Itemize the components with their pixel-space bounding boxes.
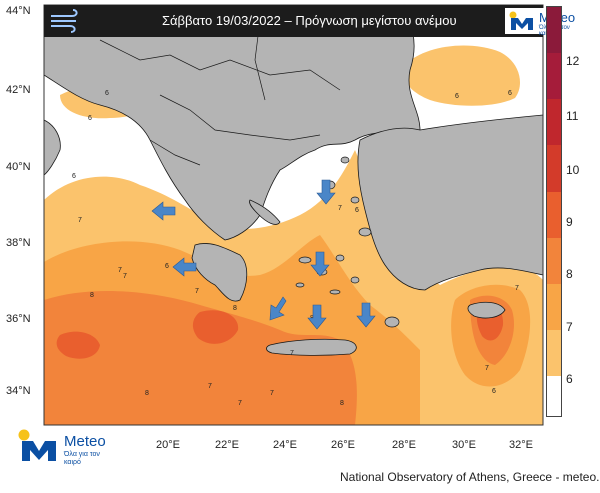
wind-scale-colorbar — [546, 6, 562, 417]
colorbar-label: 6 — [566, 372, 573, 386]
land-peloponnese — [191, 243, 248, 302]
wind-field-level-8 — [44, 290, 357, 425]
meteo-logo: Meteo Όλα για τον καιρό — [505, 8, 585, 37]
contour-label: 7 — [270, 390, 274, 397]
page-title: Σάββατο 19/03/2022 – Πρόγνωση μεγίστου α… — [162, 13, 457, 28]
logo-text: Meteo — [64, 433, 106, 450]
wind-arrow-icon — [316, 179, 336, 205]
wind-arrow-icon — [269, 296, 287, 321]
contour-label: 7 — [338, 205, 342, 212]
contour-label: 7 — [208, 383, 212, 390]
wind-arrow-icon — [356, 302, 376, 328]
colorbar-segment — [547, 283, 561, 330]
wind-field-black-sea — [403, 45, 520, 106]
lon-label: 28°E — [392, 439, 416, 451]
lon-label: 32°E — [509, 439, 533, 451]
lon-label: 20°E — [156, 439, 180, 451]
colorbar-label: 9 — [566, 215, 573, 229]
contour-label: 7 — [290, 350, 294, 357]
meteo-footer-logo: Meteo Όλα για τον καιρό — [18, 429, 128, 469]
lon-label: 24°E — [273, 439, 297, 451]
colorbar-segment — [547, 191, 561, 238]
colorbar-label: 11 — [566, 109, 579, 123]
contour-label: 6 — [355, 207, 359, 214]
colorbar-segment — [547, 237, 561, 284]
wind-arrow-icon — [310, 251, 330, 277]
contour-label: 7 — [78, 217, 82, 224]
contour-label: 6 — [455, 93, 459, 100]
colorbar-segment — [547, 7, 561, 54]
contour-label: 8 — [340, 400, 344, 407]
contour-label: 7 — [118, 267, 122, 274]
contour-label: 6 — [88, 115, 92, 122]
lon-label: 30°E — [452, 439, 476, 451]
land-turkey — [357, 114, 543, 291]
contour-label: 7 — [485, 365, 489, 372]
contour-label: 7 — [195, 288, 199, 295]
contour-label: 8 — [145, 390, 149, 397]
wind-field-level-9-west — [56, 331, 100, 359]
wind-arrow-icon — [172, 257, 197, 277]
lat-label: 40°N — [6, 161, 31, 173]
land-crete — [266, 338, 357, 356]
colorbar-label: 8 — [566, 267, 573, 281]
lat-label: 36°N — [6, 313, 31, 325]
colorbar-segment — [547, 99, 561, 146]
lat-label: 38°N — [6, 237, 31, 249]
colorbar-segment — [547, 53, 561, 100]
logo-tagline: Όλα για τον καιρό — [64, 451, 100, 466]
contour-label: 7 — [238, 400, 242, 407]
wind-icon — [51, 9, 78, 33]
colorbar-segment — [547, 376, 561, 416]
contour-label: 8 — [233, 305, 237, 312]
contour-label: 6 — [105, 90, 109, 97]
wind-field-level-9 — [192, 310, 239, 344]
contour-label: 7 — [515, 285, 519, 292]
contour-label: 8 — [90, 292, 94, 299]
contour-label: 6 — [165, 263, 169, 270]
meteo-logo-icon — [509, 11, 533, 30]
land-italy — [44, 119, 61, 176]
country-borders — [99, 19, 341, 166]
land-evia — [249, 199, 281, 225]
title-bar: Σάββατο 19/03/2022 – Πρόγνωση μεγίστου α… — [44, 5, 585, 37]
land-cyprus — [467, 301, 506, 319]
contour-label: 6 — [508, 90, 512, 97]
wind-arrow-icon — [151, 201, 176, 221]
lat-label: 42°N — [6, 84, 31, 96]
lon-label: 26°E — [331, 439, 355, 451]
colorbar-label: 7 — [566, 320, 573, 334]
land-balkans — [44, 5, 421, 241]
wind-arrow-icon — [307, 304, 327, 330]
contour-label: 6 — [492, 388, 496, 395]
lat-label: 44°N — [6, 5, 31, 17]
meteo-logo-icon — [18, 429, 56, 461]
lat-label: 34°N — [6, 385, 31, 397]
colorbar-label: 10 — [566, 163, 580, 177]
contour-label: 6 — [72, 173, 76, 180]
contour-label: 7 — [123, 273, 127, 280]
credit-text: National Observatory of Athens, Greece -… — [340, 470, 600, 484]
colorbar-segment — [547, 329, 561, 376]
colorbar-segment — [547, 145, 561, 192]
lon-label: 22°E — [215, 439, 239, 451]
colorbar-label: 12 — [566, 54, 580, 68]
